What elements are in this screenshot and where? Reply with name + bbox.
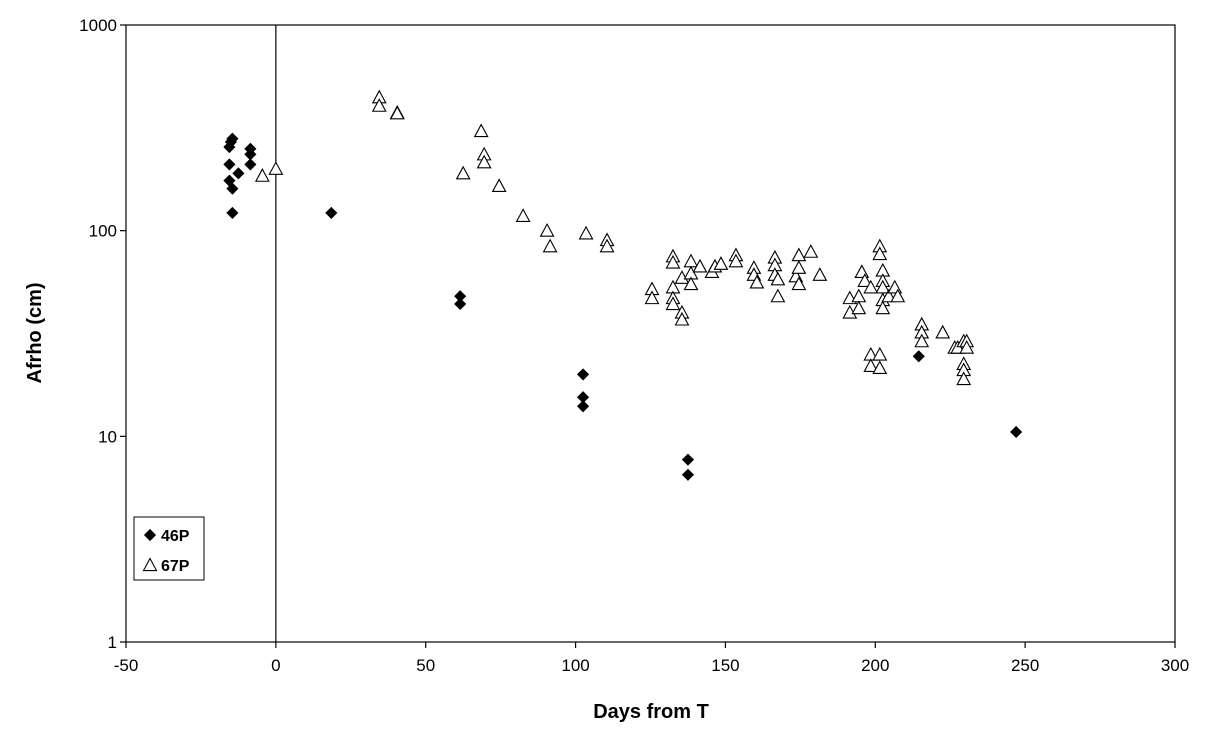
data-point-67P <box>665 254 681 269</box>
data-point-67P <box>770 288 786 303</box>
data-point-67P <box>599 238 615 253</box>
data-point-67P <box>455 165 471 180</box>
data-point-67P <box>872 246 888 261</box>
data-point-67P <box>881 288 897 303</box>
data-point-46P <box>681 468 695 481</box>
data-point-67P <box>872 360 888 375</box>
data-point-67P <box>803 244 819 258</box>
data-point-46P <box>576 368 590 381</box>
data-point-46P <box>1010 425 1023 439</box>
data-point-46P <box>576 400 590 413</box>
data-point-67P <box>770 271 786 286</box>
data-point-67P <box>863 279 879 294</box>
data-point-67P <box>749 274 765 289</box>
data-point-46P <box>226 206 239 219</box>
data-point-67P <box>956 371 972 386</box>
data-point-67P <box>959 339 975 354</box>
y-axis: 1 10 100 1000 <box>79 16 126 652</box>
x-tick-label: 100 <box>561 656 589 675</box>
series-67P <box>254 89 975 386</box>
x-tick-label: 50 <box>416 656 435 675</box>
data-point-67P <box>578 225 594 240</box>
data-point-46P <box>226 132 239 145</box>
legend-label: 67P <box>161 558 190 575</box>
data-point-67P <box>875 300 891 315</box>
y-axis-title: Afrho (cm) <box>24 282 46 383</box>
x-tick-label: 0 <box>271 656 280 675</box>
data-point-67P <box>692 258 708 273</box>
data-point-46P <box>454 297 467 311</box>
data-point-67P <box>791 276 807 291</box>
y-tick-label: 100 <box>89 222 117 241</box>
data-points <box>223 89 1023 481</box>
data-point-67P <box>674 311 690 326</box>
data-point-67P <box>872 346 888 361</box>
data-point-67P <box>851 300 867 315</box>
data-point-67P <box>935 324 951 339</box>
data-point-67P <box>491 178 507 193</box>
x-tick-label: 200 <box>861 656 889 675</box>
data-point-67P <box>914 333 930 348</box>
legend: 46P 67P <box>133 516 205 581</box>
data-point-67P <box>728 253 744 268</box>
data-point-67P <box>254 168 270 182</box>
data-point-67P <box>515 208 531 222</box>
x-tick-label: -50 <box>114 656 139 675</box>
data-point-46P <box>244 158 257 171</box>
data-point-46P <box>912 350 925 363</box>
x-axis: -50 0 50 100 150 200 250 300 <box>114 642 1189 675</box>
x-tick-label: 150 <box>711 656 739 675</box>
data-point-67P <box>371 98 387 112</box>
data-point-67P <box>539 223 555 237</box>
x-tick-label: 250 <box>1011 656 1039 675</box>
x-tick-label: 300 <box>1161 656 1189 675</box>
legend-marker-67P <box>142 557 158 572</box>
data-point-67P <box>713 256 729 270</box>
data-point-46P <box>681 453 695 466</box>
data-point-67P <box>476 154 492 169</box>
data-point-67P <box>683 276 699 291</box>
data-point-46P <box>232 167 245 180</box>
data-point-67P <box>665 296 681 311</box>
y-tick-label: 10 <box>98 427 117 446</box>
legend-label: 46P <box>161 528 190 545</box>
data-point-67P <box>542 238 558 253</box>
data-point-67P <box>473 123 489 138</box>
data-point-67P <box>863 358 879 372</box>
data-point-46P <box>223 158 236 171</box>
data-point-46P <box>325 206 338 219</box>
data-point-67P <box>644 290 660 305</box>
data-point-67P <box>890 288 906 303</box>
data-point-67P <box>857 273 873 287</box>
data-point-46P <box>226 182 239 195</box>
data-point-67P <box>268 161 284 175</box>
data-point-67P <box>791 260 807 274</box>
x-axis-title: Days from T <box>593 701 709 723</box>
data-point-67P <box>812 267 828 281</box>
plot-area <box>125 24 1176 643</box>
y-tick-label: 1000 <box>79 16 117 35</box>
y-tick-label: 1 <box>108 633 117 652</box>
series-46P <box>223 132 1023 481</box>
data-point-67P <box>389 105 405 120</box>
legend-marker-46P <box>143 528 157 542</box>
